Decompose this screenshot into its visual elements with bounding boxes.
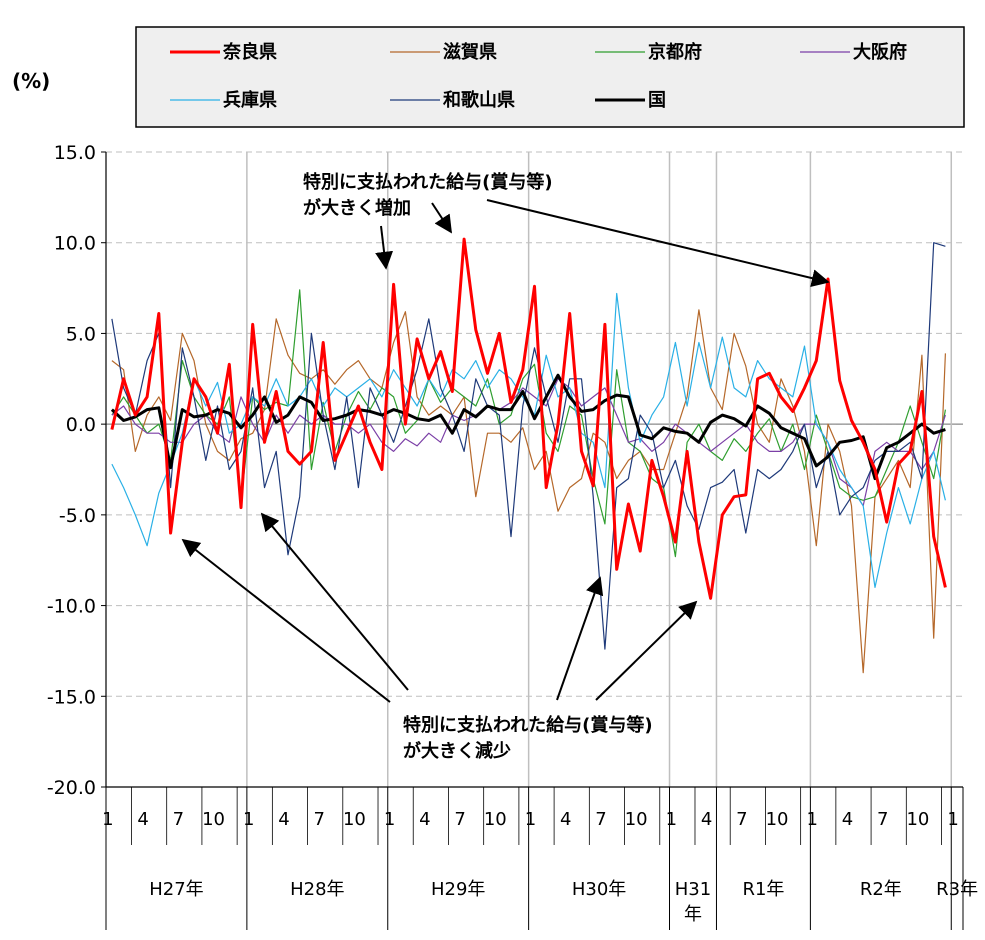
annotation-arrow: [595, 600, 698, 701]
year-label: H31: [675, 879, 711, 900]
y-tick-label: 0.0: [66, 414, 96, 436]
x-tick-label: 10: [484, 809, 507, 830]
x-tick-label: 1: [947, 809, 958, 830]
year-label: H28年: [290, 879, 344, 900]
y-tick-label: -10.0: [47, 596, 96, 618]
annotation-arrow: [375, 225, 394, 270]
x-tick-label: 1: [102, 809, 113, 830]
x-tick-label: 10: [343, 809, 366, 830]
x-tick-label: 4: [842, 809, 853, 830]
series-line-3: [111, 289, 946, 558]
axes: 15.0 10.0 5.0 0.0 -5.0 -10.0 -15.0 -20.0 1 4 7 10 1 4…: [47, 142, 978, 930]
year-label: R1年: [742, 879, 784, 900]
x-tick-label: 4: [278, 809, 289, 830]
legend-label: 京都府: [648, 41, 702, 63]
series-line-4: [111, 378, 946, 507]
legend-box: [135, 26, 965, 128]
x-tick-label: 7: [313, 809, 324, 830]
x-tick-label: 1: [384, 809, 395, 830]
x-tick-label: 10: [625, 809, 648, 830]
x-tick-label: 10: [766, 809, 789, 830]
x-tick-label: 7: [877, 809, 888, 830]
series-line-6: [111, 242, 946, 650]
legend-label: 兵庫県: [223, 89, 277, 111]
legend-label: 滋賀県: [443, 41, 497, 63]
series-line-7: [110, 373, 946, 481]
year-label: H27年: [149, 879, 203, 900]
annotation-arrow: [181, 538, 391, 703]
y-tick-label: 5.0: [66, 323, 96, 345]
y-tick-label: -5.0: [59, 505, 96, 527]
year-label: R2年: [860, 879, 902, 900]
y-tick-label: -15.0: [47, 686, 96, 708]
legend-label: 奈良県: [222, 41, 277, 63]
series-line-1: [110, 237, 947, 600]
legend-label: 和歌山県: [443, 89, 515, 111]
x-tick-label: 1: [243, 809, 254, 830]
legend-label: 国: [648, 90, 666, 111]
x-tick-label: 4: [137, 809, 148, 830]
annotation-arrow: [556, 576, 604, 701]
annotation-increase: 特別に支払われた給与(賞与等) が大きく増加: [303, 171, 553, 219]
annotation-arrows: [181, 199, 830, 703]
annotation-increase-line1: 特別に支払われた給与(賞与等): [303, 171, 553, 193]
x-tick-label: 7: [595, 809, 606, 830]
series-line-2: [111, 309, 946, 674]
y-tick-label: 15.0: [54, 142, 96, 164]
annotation-decrease-line2: が大きく減少: [403, 740, 511, 762]
x-tick-label: 4: [560, 809, 571, 830]
annotation-arrow: [486, 199, 830, 287]
annotation-decrease-line1: 特別に支払われた給与(賞与等): [403, 714, 653, 736]
x-tick-label: 10: [906, 809, 929, 830]
year-label: R3年: [936, 879, 978, 900]
grid: [106, 151, 963, 787]
x-tick-label: 4: [701, 809, 712, 830]
y-tick-label: 10.0: [54, 233, 96, 255]
series-group: [110, 237, 947, 674]
year-label-wrap: 年: [684, 904, 702, 925]
annotation-arrow: [260, 512, 409, 691]
x-tick-label: 7: [736, 809, 747, 830]
x-tick-label: 7: [454, 809, 465, 830]
y-tick-label: -20.0: [47, 777, 96, 799]
annotation-decrease: 特別に支払われた給与(賞与等) が大きく減少: [403, 714, 653, 762]
year-label: H30年: [572, 879, 626, 900]
year-label: H29年: [431, 879, 485, 900]
annotation-arrow: [431, 202, 452, 234]
x-tick-label: 7: [173, 809, 184, 830]
x-tick-label: 4: [419, 809, 430, 830]
legend-label: 大阪府: [853, 41, 907, 63]
x-tick-label: 1: [666, 809, 677, 830]
x-tick-label: 10: [202, 809, 225, 830]
x-tick-label: 1: [525, 809, 536, 830]
x-tick-label: 1: [807, 809, 818, 830]
y-unit-label: (%): [12, 69, 50, 93]
annotation-increase-line2: が大きく増加: [303, 197, 411, 219]
